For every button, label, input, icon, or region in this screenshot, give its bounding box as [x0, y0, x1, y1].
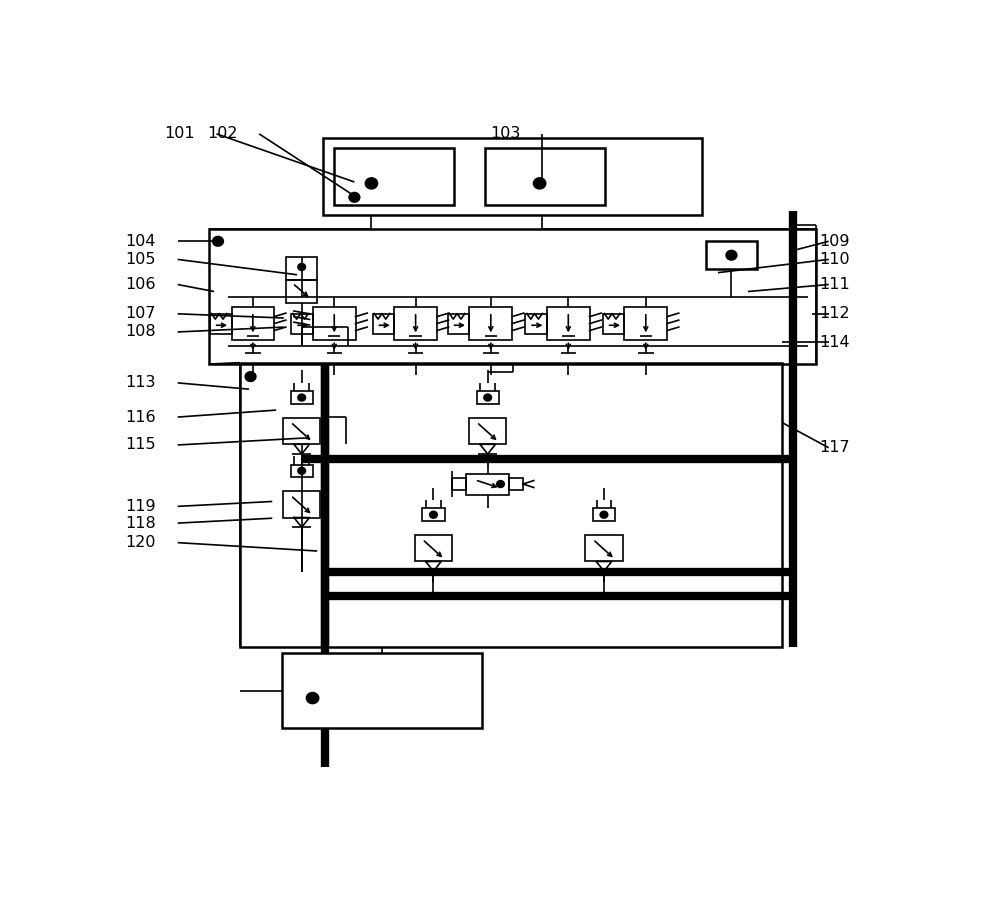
Bar: [452, 477, 466, 490]
Circle shape: [497, 480, 504, 487]
Text: 110: 110: [819, 252, 850, 267]
Text: 103: 103: [490, 126, 520, 141]
Text: 112: 112: [819, 306, 850, 322]
Circle shape: [298, 394, 306, 401]
Bar: [448, 313, 469, 333]
Bar: [466, 474, 509, 495]
Bar: [282, 653, 482, 728]
Bar: [240, 362, 782, 647]
Bar: [283, 491, 320, 517]
Text: 118: 118: [125, 516, 156, 531]
Bar: [469, 418, 506, 444]
Circle shape: [298, 264, 306, 271]
Text: 120: 120: [126, 535, 156, 550]
Bar: [291, 465, 313, 477]
Circle shape: [306, 692, 319, 704]
Circle shape: [484, 394, 492, 401]
Bar: [509, 477, 523, 490]
Text: 113: 113: [126, 375, 156, 390]
Text: 111: 111: [819, 277, 850, 292]
Circle shape: [533, 178, 546, 189]
Bar: [291, 313, 313, 333]
Bar: [469, 307, 512, 341]
Text: 104: 104: [126, 234, 156, 249]
Text: 116: 116: [125, 410, 156, 425]
Bar: [415, 535, 452, 562]
Text: 105: 105: [126, 252, 156, 267]
Bar: [477, 391, 499, 404]
Bar: [624, 307, 667, 341]
Text: 115: 115: [125, 438, 156, 452]
Bar: [422, 508, 445, 521]
Bar: [373, 313, 394, 333]
Bar: [394, 307, 437, 341]
Text: 114: 114: [819, 335, 850, 350]
Circle shape: [600, 511, 608, 518]
Bar: [291, 391, 313, 404]
Bar: [323, 138, 702, 215]
Bar: [525, 313, 547, 333]
Bar: [313, 307, 356, 341]
Text: 102: 102: [207, 126, 237, 141]
Text: 106: 106: [126, 277, 156, 292]
Bar: [485, 148, 605, 205]
Bar: [286, 256, 317, 280]
Bar: [232, 307, 274, 341]
Text: 117: 117: [819, 440, 850, 455]
Bar: [593, 508, 615, 521]
Bar: [706, 241, 757, 269]
Bar: [210, 313, 232, 333]
Text: 109: 109: [819, 234, 850, 249]
Bar: [603, 313, 624, 333]
Bar: [283, 418, 320, 444]
Bar: [209, 228, 816, 364]
Circle shape: [365, 178, 378, 189]
Bar: [585, 535, 623, 562]
Text: 107: 107: [126, 306, 156, 322]
Circle shape: [213, 236, 223, 246]
Bar: [547, 307, 590, 341]
Circle shape: [349, 192, 360, 202]
Text: 108: 108: [125, 324, 156, 340]
Text: 119: 119: [125, 499, 156, 514]
Circle shape: [298, 467, 306, 474]
Bar: [334, 148, 454, 205]
Circle shape: [726, 250, 737, 260]
Bar: [286, 280, 317, 303]
Circle shape: [245, 371, 256, 381]
Text: 101: 101: [164, 126, 195, 141]
Circle shape: [430, 511, 437, 518]
